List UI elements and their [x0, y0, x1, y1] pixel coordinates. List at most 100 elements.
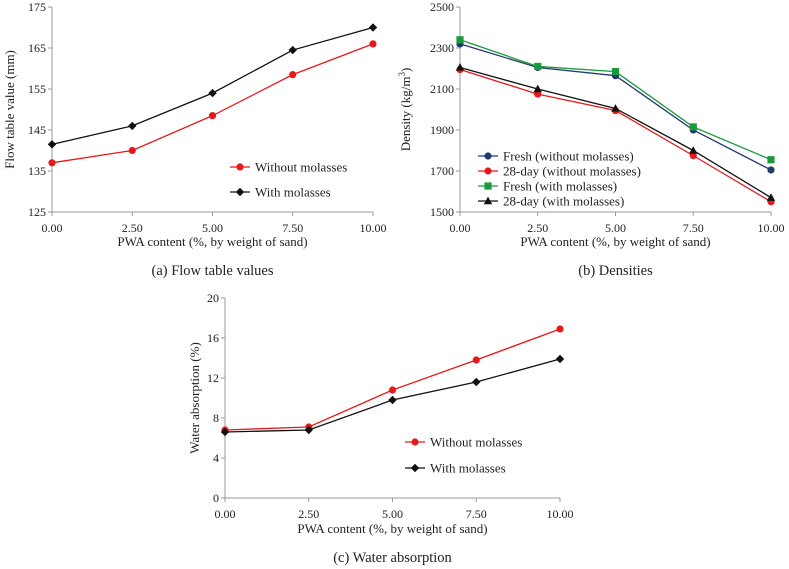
- legend-marker: [410, 463, 420, 473]
- x-axis-label: PWA content (%, by weight of sand): [297, 521, 487, 536]
- chart-1: 125 135 145 155 165 175 0.00 2.50 5.00 7.50 10.00 P…: [2, 0, 387, 279]
- data-point: [556, 325, 564, 333]
- data-point: [767, 156, 775, 164]
- legend-marker: [484, 152, 492, 160]
- y-axis-label-end: ): [398, 68, 413, 72]
- data-point: [472, 356, 480, 364]
- y-axis-label-main: Density (kg/m: [398, 77, 413, 152]
- legend-entry: With molasses: [430, 461, 506, 476]
- series-4: [455, 63, 776, 201]
- data-point: [388, 395, 397, 405]
- y-tick-label: 175: [28, 0, 46, 14]
- y-axis-label-superscript: 3: [397, 72, 407, 77]
- x-tick-label: 7.50: [683, 221, 704, 235]
- x-tick-label: 10.00: [360, 221, 387, 235]
- y-tick-label: 8: [213, 411, 219, 425]
- y-axis-label: Water absorption (%): [187, 342, 202, 454]
- data-point: [555, 354, 565, 364]
- data-point: [456, 36, 464, 44]
- y-tick-label: 4: [213, 451, 219, 465]
- series-line: [51, 26, 374, 145]
- data-point: [767, 166, 775, 174]
- chart-caption: (a) Flow table values: [151, 263, 273, 279]
- x-tick-label: 5.00: [382, 507, 403, 521]
- data-point: [128, 121, 137, 131]
- y-tick-label: 16: [207, 331, 219, 345]
- legend-marker: [484, 182, 492, 190]
- series-line: [224, 328, 561, 431]
- x-tick-label: 2.50: [527, 221, 548, 235]
- y-tick-label: 2500: [430, 0, 454, 14]
- y-tick-label: 135: [28, 164, 46, 178]
- data-point: [766, 193, 776, 201]
- data-point: [47, 140, 57, 149]
- x-tick-label: 7.50: [282, 221, 303, 235]
- x-tick-label: 5.00: [605, 221, 626, 235]
- chart-3: 0 4 8 12 16 20 0.00 2.50 5.00 7.50 10.00 PWA conten…: [187, 291, 574, 566]
- y-tick-label: 12: [207, 371, 219, 385]
- x-axis-label: PWA content (%, by weight of sand): [520, 234, 710, 249]
- y-tick-label: 1700: [430, 164, 454, 178]
- data-point: [611, 104, 620, 112]
- legend-entry: 28-day (with molasses): [503, 194, 624, 209]
- legend-entry: Without molasses: [430, 435, 522, 450]
- x-tick-label: 7.50: [466, 507, 487, 521]
- series-3: [456, 36, 775, 164]
- y-tick-label: 20: [207, 291, 219, 305]
- data-point: [388, 386, 397, 394]
- y-axis-label: Density (kg/m3): [397, 68, 413, 152]
- x-tick-label: 10.00: [758, 221, 785, 235]
- data-point: [288, 45, 297, 55]
- chart-2: 1500 1700 1900 2100 2300 2500 0.00 2.50 5.00 7.50…: [397, 0, 785, 279]
- y-tick-label: 165: [28, 41, 46, 55]
- legend: Without molasses With molasses: [405, 435, 522, 476]
- y-axis-label: Flow table value (mm): [2, 50, 17, 169]
- x-tick-label: 0.00: [42, 221, 63, 235]
- data-point: [534, 90, 542, 98]
- legend-marker: [411, 438, 419, 446]
- data-point: [689, 123, 697, 131]
- legend-entry: Fresh (with molasses): [503, 179, 617, 194]
- legend: Fresh (without molasses)28-day (without …: [478, 149, 641, 209]
- chart-caption: (c) Water absorption: [333, 550, 452, 566]
- data-point: [48, 159, 56, 167]
- y-tick-label: 1900: [430, 123, 454, 137]
- legend-entry: Without molasses: [255, 160, 347, 175]
- y-tick-label: 0: [213, 491, 219, 505]
- data-point: [208, 88, 217, 98]
- series-line: [224, 358, 561, 433]
- series-1: [48, 40, 377, 167]
- data-point: [611, 67, 620, 76]
- x-tick-label: 0.00: [450, 221, 471, 235]
- data-point: [455, 63, 465, 71]
- data-point: [689, 152, 697, 160]
- y-tick-label: 2100: [430, 82, 454, 96]
- x-tick-label: 2.50: [122, 221, 143, 235]
- legend-entry: With molasses: [255, 185, 331, 200]
- y-tick-label: 125: [28, 205, 46, 219]
- x-axis-label: PWA content (%, by weight of sand): [117, 234, 307, 249]
- series-line: [51, 43, 374, 164]
- legend-entry: 28-day (without molasses): [503, 164, 641, 179]
- series-1: [221, 325, 564, 434]
- data-point: [289, 71, 297, 79]
- legend-entry: Fresh (without molasses): [503, 149, 634, 164]
- x-tick-label: 5.00: [202, 221, 223, 235]
- legend-marker: [235, 187, 245, 197]
- data-point: [220, 427, 230, 437]
- y-tick-label: 2300: [430, 41, 454, 55]
- y-tick-label: 155: [28, 82, 46, 96]
- data-point: [533, 84, 542, 93]
- data-point: [304, 425, 313, 435]
- x-tick-label: 0.00: [215, 507, 236, 521]
- y-tick-label: 145: [28, 123, 46, 137]
- data-point: [689, 146, 698, 154]
- series-2: [47, 23, 378, 149]
- legend-marker: [483, 196, 493, 205]
- data-point: [534, 62, 542, 71]
- x-tick-label: 10.00: [547, 507, 574, 521]
- data-point: [472, 377, 481, 387]
- data-point: [368, 23, 378, 32]
- legend: Without molasses With molasses: [230, 160, 347, 200]
